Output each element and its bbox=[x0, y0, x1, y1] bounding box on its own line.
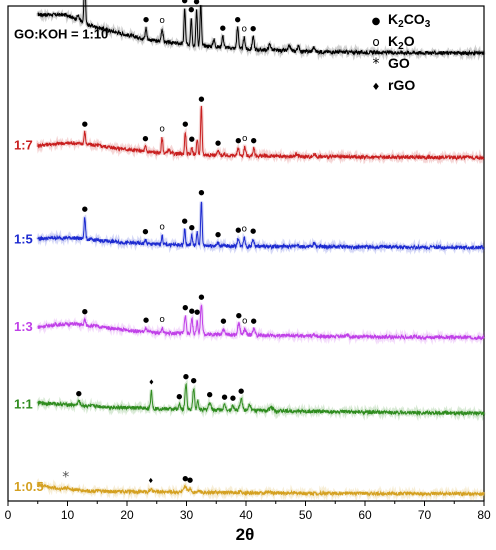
series-2-marker-3: ● bbox=[182, 217, 188, 225]
series-4-marker-8: ● bbox=[238, 387, 244, 395]
series-1-marker-8: o bbox=[242, 134, 248, 144]
series-1-marker-5: ● bbox=[198, 95, 204, 103]
x-tick-label-80: 80 bbox=[477, 508, 491, 522]
series-0-label: GO:KOH = 1:10 bbox=[14, 27, 108, 42]
series-3-marker-10: ● bbox=[251, 317, 257, 325]
series-2-marker-1: ● bbox=[142, 228, 148, 236]
series-5-line bbox=[37, 481, 485, 498]
legend-symbol-1: o bbox=[372, 35, 379, 49]
series-1-label: 1:7 bbox=[14, 138, 33, 153]
legend-label-1: K2O bbox=[388, 33, 415, 52]
series-3-marker-9: o bbox=[242, 316, 248, 326]
series-0-marker-2: o bbox=[159, 16, 165, 26]
series-0-line bbox=[37, 0, 485, 57]
series-2-marker-2: o bbox=[159, 223, 165, 233]
legend-symbol-3: ♦ bbox=[372, 82, 381, 93]
series-3-line bbox=[37, 304, 485, 341]
series-5-marker-1: ♦ bbox=[148, 477, 154, 485]
series-3-marker-3: ● bbox=[182, 303, 188, 311]
series-4-marker-5: ● bbox=[207, 390, 213, 398]
series-2-line bbox=[37, 201, 485, 251]
legend-label-0: K2CO3 bbox=[388, 11, 431, 30]
x-tick-label-50: 50 bbox=[299, 508, 313, 522]
legend-symbol-0: ● bbox=[372, 16, 381, 27]
series-3-marker-2: o bbox=[159, 315, 165, 325]
x-tick-label-10: 10 bbox=[61, 508, 75, 522]
series-3-marker-4: ● bbox=[189, 307, 195, 315]
series-5-marker-2: ● bbox=[182, 474, 188, 482]
legend-symbol-2: * bbox=[373, 56, 380, 72]
x-tick-label-30: 30 bbox=[180, 508, 194, 522]
series-1-marker-3: ● bbox=[182, 120, 188, 128]
series-4-marker-4: ● bbox=[191, 377, 197, 385]
series-5-marker-0: * bbox=[62, 470, 69, 486]
series-2-marker-0: ● bbox=[82, 205, 88, 213]
x-axis: 0 10 20 30 40 50 60 70 80 bbox=[5, 501, 491, 522]
x-tick-label-20: 20 bbox=[120, 508, 134, 522]
series-2-marker-8: o bbox=[241, 224, 247, 234]
series-0-marker-8: ● bbox=[235, 16, 241, 24]
series-2-marker-5: ● bbox=[198, 188, 204, 196]
series-3-marker-7: ● bbox=[220, 317, 226, 325]
series-2-marker-9: ● bbox=[250, 227, 256, 235]
series-1-halo bbox=[36, 105, 486, 165]
x-tick-label-60: 60 bbox=[358, 508, 372, 522]
series-4-marker-2: ● bbox=[176, 392, 182, 400]
series-3-marker-5: ● bbox=[194, 308, 200, 316]
legend-label-3: rGO bbox=[388, 77, 415, 93]
series-1-line bbox=[37, 105, 485, 161]
peak-markers: ●●o●●●●●●o●●●o●●●●●o●●●o●●●●●o●●●o●●●●●●… bbox=[62, 0, 257, 486]
series-1-marker-0: ● bbox=[82, 120, 88, 128]
series-3-marker-0: ● bbox=[82, 307, 88, 315]
x-axis-title: 2θ bbox=[236, 525, 255, 544]
series-0-marker-9: o bbox=[241, 25, 247, 35]
series-4-marker-1: ♦ bbox=[148, 378, 154, 386]
legend: ● K2CO3 o K2O * GO ♦ rGO bbox=[372, 11, 431, 93]
series-0-marker-4: ● bbox=[188, 5, 194, 13]
series-0-marker-7: ● bbox=[220, 24, 226, 32]
series-4-marker-0: ● bbox=[76, 389, 82, 397]
series-1-marker-7: ● bbox=[235, 136, 241, 144]
series-3-marker-1: ● bbox=[143, 316, 149, 324]
series-2-marker-7: ● bbox=[235, 226, 241, 234]
series-2-marker-6: ● bbox=[215, 231, 221, 239]
series-1-marker-2: o bbox=[159, 125, 165, 135]
series-3-marker-6: ● bbox=[198, 293, 204, 301]
series-1-marker-1: ● bbox=[142, 135, 148, 143]
series-0-marker-5: ● bbox=[194, 0, 200, 6]
series-2-label: 1:5 bbox=[14, 231, 33, 246]
series-4-marker-7: ● bbox=[230, 394, 236, 402]
series-5-label: 1:0.5 bbox=[14, 479, 44, 494]
series-0-marker-1: ● bbox=[143, 16, 149, 24]
series-3-label: 1:3 bbox=[14, 319, 33, 334]
series-curves bbox=[36, 0, 486, 503]
series-4-marker-3: ● bbox=[183, 372, 189, 380]
series-5-marker-3: ● bbox=[187, 476, 193, 484]
x-tick-label-40: 40 bbox=[239, 508, 253, 522]
series-2-marker-4: ● bbox=[189, 224, 195, 232]
series-4-marker-6: ● bbox=[222, 393, 228, 401]
series-0-marker-3: ● bbox=[182, 0, 188, 5]
series-labels: GO:KOH = 1:10 1:7 1:5 1:3 1:1 1:0.5 bbox=[14, 27, 108, 494]
series-4-label: 1:1 bbox=[14, 396, 33, 411]
series-1-marker-9: ● bbox=[251, 137, 257, 145]
series-0-marker-10: ● bbox=[250, 25, 256, 33]
series-3-marker-8: ● bbox=[236, 312, 242, 320]
series-1-marker-6: ● bbox=[215, 139, 221, 147]
series-4-line bbox=[37, 382, 485, 417]
series-1-marker-4: ● bbox=[189, 135, 195, 143]
legend-label-2: GO bbox=[388, 55, 410, 71]
x-tick-label-70: 70 bbox=[418, 508, 432, 522]
x-tick-label-0: 0 bbox=[5, 508, 12, 522]
